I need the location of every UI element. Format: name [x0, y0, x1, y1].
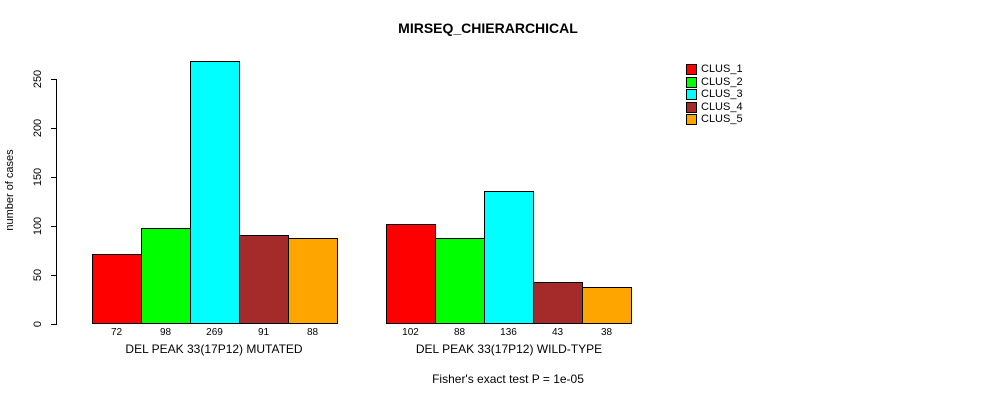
- bar-value-label: 98: [159, 327, 172, 338]
- bar-value-label: 136: [500, 327, 517, 338]
- bar-CLUS_5-wild-type: [582, 287, 632, 324]
- y-tick-label: 100: [32, 216, 44, 236]
- bar-CLUS_4-wild-type: [533, 282, 583, 324]
- bar-CLUS_3-wild-type: [484, 191, 534, 324]
- bar-value-label: 102: [402, 327, 419, 338]
- y-tick-label: 0: [32, 320, 44, 328]
- y-tick-mark: [51, 226, 57, 227]
- legend-swatch-CLUS_5: [686, 114, 697, 125]
- bar-value-label: 72: [110, 327, 123, 338]
- bar-value-label: 269: [206, 327, 223, 338]
- annotation-fishers-test: Fisher's exact test P = 1e-05: [432, 372, 584, 386]
- bar-value-label: 43: [551, 327, 564, 338]
- legend-label-CLUS_4: CLUS_4: [701, 101, 743, 113]
- bar-CLUS_3-mutated: [190, 61, 240, 324]
- bar-CLUS_1-mutated: [92, 254, 142, 324]
- y-tick-mark: [51, 275, 57, 276]
- y-axis-line: [56, 79, 57, 325]
- bar-CLUS_5-mutated: [288, 238, 338, 324]
- y-tick-mark: [51, 177, 57, 178]
- bar-value-label: 91: [257, 327, 270, 338]
- chart-title: MIRSEQ_CHIERARCHICAL: [398, 20, 578, 36]
- y-tick-label: 150: [32, 167, 44, 187]
- y-tick-mark: [51, 79, 57, 80]
- y-tick-mark: [51, 128, 57, 129]
- bar-value-label: 88: [453, 327, 466, 338]
- legend-label-CLUS_5: CLUS_5: [701, 113, 743, 125]
- group-label-mutated: DEL PEAK 33(17P12) MUTATED: [125, 342, 303, 356]
- bar-CLUS_1-wild-type: [386, 224, 436, 324]
- legend-swatch-CLUS_1: [686, 64, 697, 75]
- bar-CLUS_2-wild-type: [435, 238, 485, 324]
- y-tick-label: 200: [32, 118, 44, 138]
- bar-CLUS_2-mutated: [141, 228, 191, 324]
- group-label-wild-type: DEL PEAK 33(17P12) WILD-TYPE: [415, 342, 603, 356]
- y-tick-mark: [51, 324, 57, 325]
- legend-swatch-CLUS_2: [686, 77, 697, 88]
- bar-value-label: 38: [600, 327, 613, 338]
- legend-label-CLUS_2: CLUS_2: [701, 76, 743, 88]
- legend-label-CLUS_3: CLUS_3: [701, 88, 743, 100]
- y-axis-label: number of cases: [4, 149, 16, 231]
- legend-swatch-CLUS_3: [686, 89, 697, 100]
- bar-value-label: 88: [306, 327, 319, 338]
- legend-swatch-CLUS_4: [686, 102, 697, 113]
- bar-CLUS_4-mutated: [239, 235, 289, 324]
- legend-label-CLUS_1: CLUS_1: [701, 63, 743, 75]
- y-tick-label: 50: [32, 268, 44, 282]
- y-tick-label: 250: [32, 69, 44, 89]
